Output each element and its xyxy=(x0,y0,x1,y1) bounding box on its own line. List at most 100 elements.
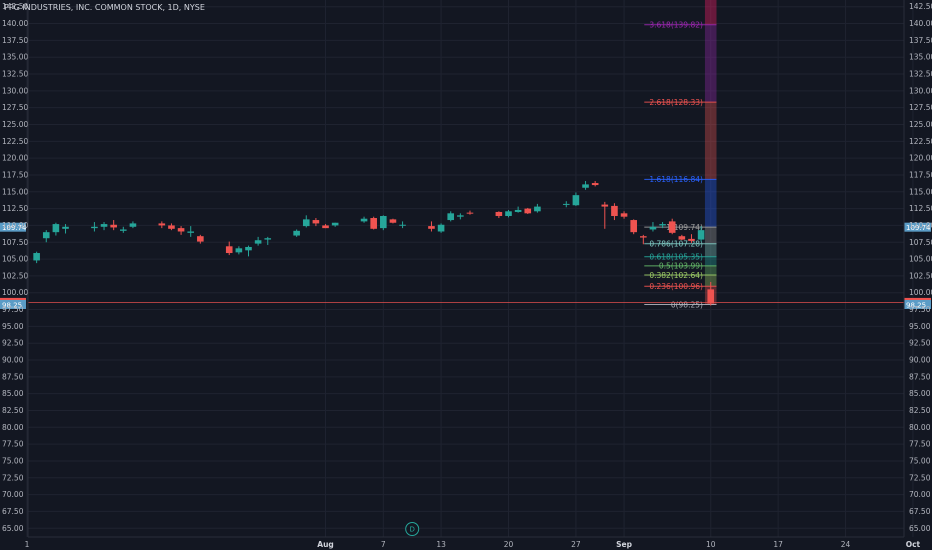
y-tick-label-left: 70.00 xyxy=(2,490,24,499)
y-tick-label-left: 115.00 xyxy=(2,187,28,196)
candle-body xyxy=(678,236,686,240)
y-tick-label-left: 77.50 xyxy=(2,440,24,449)
y-tick-label-right: 92.50 xyxy=(909,339,931,348)
y-tick-label-left: 137.50 xyxy=(2,36,28,45)
candle-body xyxy=(293,230,300,236)
y-tick-label-left: 92.50 xyxy=(2,339,24,348)
y-tick-label-right: 95.00 xyxy=(909,322,931,331)
y-tick-label-right: 140.00 xyxy=(909,19,932,28)
fib-level-label: 2.618(128.33) xyxy=(649,98,703,107)
candle-body xyxy=(158,223,166,226)
y-tick-label-left: 65.00 xyxy=(2,524,24,533)
candle-body xyxy=(100,224,108,227)
candle-body xyxy=(457,215,464,217)
fib-level-label: 1.618(116.84) xyxy=(649,175,703,184)
fib-high-badge-bg xyxy=(0,222,26,232)
y-tick-label-right: 135.00 xyxy=(909,53,932,62)
y-tick-label-left: 72.50 xyxy=(2,473,24,482)
candle-body xyxy=(524,208,532,214)
candle-body xyxy=(33,253,40,261)
candle-body xyxy=(62,226,69,229)
candle-body xyxy=(120,229,127,231)
y-tick-label-right: 115.00 xyxy=(909,187,932,196)
candle-body xyxy=(707,289,715,304)
fib-level-label: 0.5(103.99) xyxy=(659,262,703,271)
y-tick-label-right: 67.50 xyxy=(909,507,931,516)
candle-body xyxy=(52,224,60,233)
y-tick-label-left: 132.50 xyxy=(2,70,28,79)
y-tick-label-left: 120.00 xyxy=(2,154,28,163)
fib-high-badge-bg xyxy=(904,222,931,232)
fibonacci-extension[interactable]: 0(98.25) 0.236(100.96) 0.382(102.64)0.5(10… xyxy=(644,0,717,309)
y-tick-label-right: 82.50 xyxy=(909,406,931,415)
y-tick-label-left: 107.50 xyxy=(2,238,28,247)
fib-high-badge-text: 109.74 xyxy=(906,224,931,232)
y-tick-label-right: 77.50 xyxy=(909,440,931,449)
x-tick-label: 7 xyxy=(381,540,386,549)
y-tick-label-right: 110.00 xyxy=(909,221,932,230)
event-marker-label: D xyxy=(410,526,415,534)
x-tick-label: Sep xyxy=(616,540,632,549)
candle-body xyxy=(505,211,512,217)
event-marker-circle xyxy=(405,522,420,536)
y-tick-label-left: 127.50 xyxy=(2,103,28,112)
fib-zone xyxy=(704,256,717,266)
fib-high-badge-text: 109.74 xyxy=(2,224,27,232)
fib-zone xyxy=(704,227,717,244)
candle-body xyxy=(514,209,522,212)
candle-body xyxy=(235,248,243,253)
candle-body xyxy=(254,240,262,244)
x-tick-label: 13 xyxy=(436,540,446,549)
y-tick-label-right: 117.50 xyxy=(909,170,932,179)
candle-body xyxy=(197,236,204,242)
y-tick-label-left: 85.00 xyxy=(2,389,24,398)
candle-body xyxy=(264,238,272,240)
candle-body xyxy=(380,216,387,229)
fib-level-label: 1(109.74) xyxy=(666,223,703,232)
fib-level-label: 0.236(100.96) xyxy=(649,282,703,291)
fib-level-label: 0.382(102.64) xyxy=(649,271,703,280)
y-tick-label-right: 100.00 xyxy=(909,288,932,297)
candle-body xyxy=(562,203,570,205)
fib-low-badge-text: 98.25 xyxy=(2,301,22,309)
candle-body xyxy=(640,236,647,238)
candle-body xyxy=(42,232,50,239)
event-markers[interactable]: DE xyxy=(405,522,932,536)
candle-body xyxy=(630,220,637,233)
candle-body xyxy=(495,211,503,217)
y-tick-label-right: 130.00 xyxy=(909,86,932,95)
fib-low-badge-bg xyxy=(904,300,931,310)
y-tick-label-right: 137.50 xyxy=(909,36,932,45)
candle-body xyxy=(360,218,368,222)
y-tick-label-left: 112.50 xyxy=(2,204,28,213)
candle-body xyxy=(447,213,455,221)
candle-body xyxy=(572,195,580,206)
candle-body xyxy=(466,212,474,214)
candle-body xyxy=(534,206,541,212)
y-tick-label-right: 65.00 xyxy=(909,524,931,533)
y-tick-label-left: 122.50 xyxy=(2,137,28,146)
fib-zone xyxy=(704,265,717,275)
y-tick-label-left: 102.50 xyxy=(2,271,28,280)
fib-low-badge-text: 98.25 xyxy=(906,301,926,309)
y-tick-label-left: 135.00 xyxy=(2,53,28,62)
candle-body xyxy=(697,230,705,240)
candle-series xyxy=(33,181,715,306)
fib-zone xyxy=(704,179,717,228)
fib-level-label: 3.618(139.82) xyxy=(649,21,703,30)
x-tick-label: 24 xyxy=(841,540,851,549)
x-tick-label: 1 xyxy=(25,540,30,549)
candle-body xyxy=(611,205,618,217)
y-tick-label-right: 97.50 xyxy=(909,305,931,314)
candle-body xyxy=(668,221,676,233)
x-tick-label: Oct xyxy=(906,540,921,549)
y-tick-label-right: 107.50 xyxy=(909,238,932,247)
fib-zone xyxy=(704,24,717,103)
x-tick-label: 10 xyxy=(706,540,716,549)
fib-low-badge-bg xyxy=(0,300,26,310)
candle-body xyxy=(187,231,195,233)
y-tick-label-right: 122.50 xyxy=(909,137,932,146)
